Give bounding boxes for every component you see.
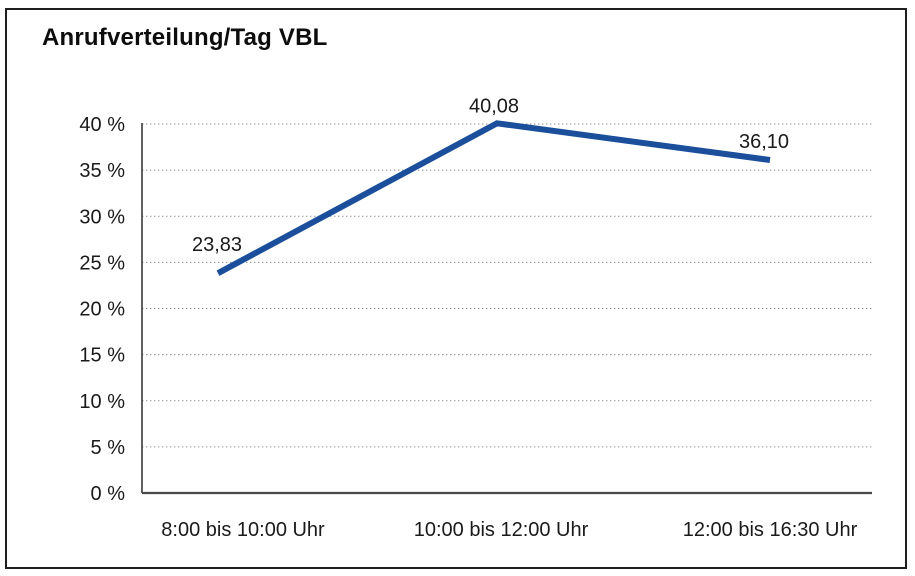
y-axis-tick-label: 5 %	[91, 437, 126, 459]
x-axis-category-label: 8:00 bis 10:00 Uhr	[161, 519, 325, 541]
data-point-label: 40,08	[469, 95, 519, 117]
y-axis-tick-label: 0 %	[91, 483, 126, 505]
y-axis-tick-label: 20 %	[79, 299, 125, 321]
y-axis-tick-label: 10 %	[79, 391, 125, 413]
y-axis-tick-label: 30 %	[79, 206, 125, 228]
chart-title: Anrufverteilung/Tag VBL	[42, 24, 328, 51]
y-axis-tick-label: 25 %	[79, 252, 125, 274]
chart-frame	[5, 8, 907, 569]
y-axis-tick-label: 40 %	[79, 114, 125, 136]
y-axis-tick-label: 15 %	[79, 345, 125, 367]
data-series-line	[216, 120, 771, 276]
data-point-label: 23,83	[192, 234, 242, 256]
data-point-label: 36,10	[739, 131, 789, 153]
x-axis-category-label: 12:00 bis 16:30 Uhr	[683, 519, 858, 541]
x-axis-category-label: 10:00 bis 12:00 Uhr	[414, 519, 589, 541]
y-axis-tick-label: 35 %	[79, 160, 125, 182]
